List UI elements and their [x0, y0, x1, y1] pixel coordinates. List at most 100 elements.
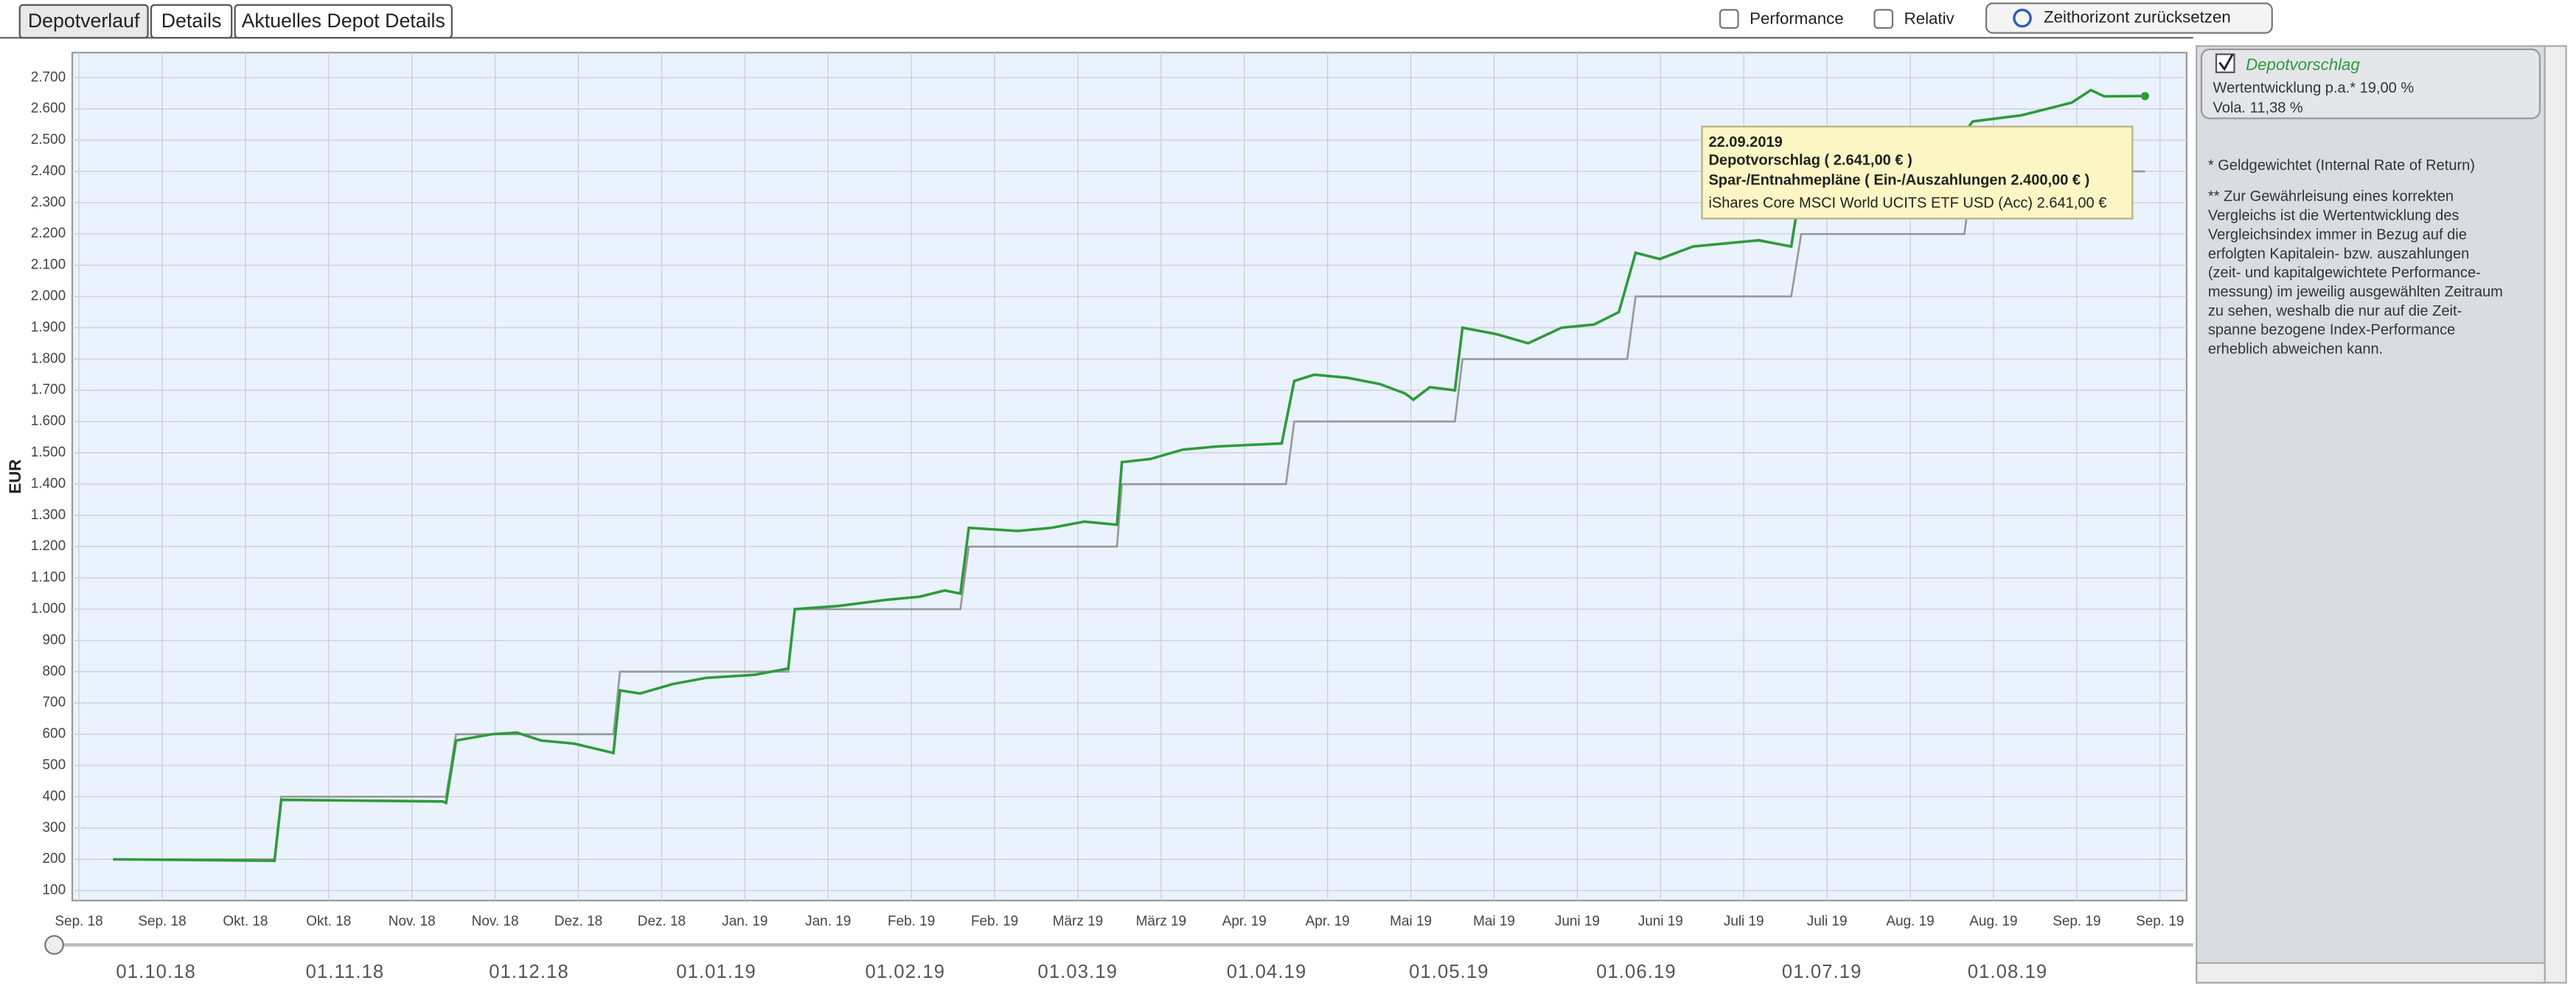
x-tick-label: Juli 19	[1807, 914, 1848, 929]
timeline-label: 01.02.19	[865, 962, 945, 982]
x-tick-label: Apr. 19	[1222, 914, 1267, 929]
note: * Geldgewichtet (Internal Rate of Return…	[2208, 157, 2475, 173]
timeline-label: 01.03.19	[1037, 962, 1118, 982]
y-tick-label: 1.000	[31, 601, 66, 617]
x-tick-label: Sep. 18	[55, 914, 102, 929]
note-line: zu sehen, weshalb die nur auf die Zeit-	[2208, 303, 2462, 319]
scrollbar[interactable]	[2544, 45, 2567, 984]
checkbox[interactable]	[1719, 9, 1739, 29]
checkbox[interactable]	[1873, 9, 1894, 29]
x-tick-label: Mai 19	[1390, 914, 1432, 929]
x-tick-label: Nov. 18	[389, 914, 436, 929]
x-tick-label: Dez. 18	[638, 914, 686, 929]
timeline-label: 01.05.19	[1409, 962, 1489, 982]
note-line: Vergleichsindex immer in Bezug auf die	[2208, 226, 2467, 243]
y-tick-label: 2.000	[31, 288, 66, 304]
x-tick-label: Okt. 18	[223, 914, 268, 929]
marks	[113, 88, 2150, 863]
legend-box	[2200, 48, 2541, 119]
x-tick-label: Juni 19	[1638, 914, 1683, 929]
x-tick-label: Dez. 18	[554, 914, 602, 929]
tooltip-box	[1701, 125, 2134, 220]
x-tick-label: Mai 19	[1473, 914, 1515, 929]
x-tick-label: März 19	[1136, 914, 1186, 929]
checkbox-label[interactable]: Performance	[1750, 10, 1843, 28]
tooltip-line: iShares Core MSCI World UCITS ETF USD (A…	[1708, 195, 2106, 212]
note-line: messung) im jeweilig ausgewählten Zeitra…	[2208, 284, 2503, 300]
tab[interactable]	[150, 4, 233, 39]
legend-label[interactable]: Depotvorschlag	[2246, 55, 2360, 74]
grid: 100 200 300 400 500 600 700 800 900 1.000 1.100 1.2…	[31, 52, 2187, 929]
button-label[interactable]: Zeithorizont zurücksetzen	[2044, 7, 2231, 26]
note-line: (zeit- und kapitalgewichtete Performance…	[2208, 265, 2481, 281]
y-tick-label: 200	[43, 851, 66, 867]
tooltip-line: Spar-/Entnahmepläne ( Ein-/Auszahlungen …	[1708, 172, 2089, 188]
y-tick-label: 700	[43, 695, 66, 710]
y-tick-label: 2.200	[31, 226, 66, 241]
tooltip-date: 22.09.2019	[1708, 134, 1782, 150]
tab[interactable]	[234, 4, 453, 39]
x-tick-label: Aug. 19	[1969, 914, 2017, 929]
checkbox-label[interactable]: Relativ	[1904, 10, 1955, 28]
scrollbar[interactable]	[2196, 962, 2546, 984]
timeline-label: 01.10.18	[116, 962, 196, 982]
x-tick-label: März 19	[1053, 914, 1103, 929]
timeline-label: 01.08.19	[1968, 962, 2048, 982]
tab-label[interactable]: Details	[161, 10, 222, 32]
x-tick-label: Sep. 18	[138, 914, 186, 929]
y-tick-label: 800	[43, 664, 66, 679]
note-line: Vergleichs ist die Wertentwicklung des	[2208, 208, 2460, 224]
timeline-label: 01.06.19	[1596, 962, 1677, 982]
timeline-label: 01.07.19	[1782, 962, 1862, 982]
note-line: erfolgten Kapitalein- bzw. auszahlungen	[2208, 246, 2469, 262]
y-tick-label: 2.100	[31, 257, 66, 273]
y-tick-label: 2.400	[31, 163, 66, 178]
y-tick-label: 100	[43, 883, 66, 898]
y-tick-label: 400	[43, 788, 66, 804]
y-tick-label: 1.200	[31, 538, 66, 554]
timeline-label: 01.04.19	[1227, 962, 1307, 982]
y-tick-label: 2.500	[31, 132, 66, 147]
side-panel	[2196, 45, 2546, 984]
tab-label[interactable]: Depotverlauf	[28, 10, 140, 32]
x-tick-label: Feb. 19	[888, 914, 935, 929]
y-tick-label: 500	[43, 757, 66, 773]
return-text: Wertentwicklung p.a.* 19,00 %	[2213, 80, 2415, 97]
reset-button[interactable]	[1985, 2, 2273, 34]
tooltip: 22.09.2019 Depotvorschlag ( 2.641,00 € )…	[1701, 125, 2134, 220]
y-tick-label: 1.100	[31, 570, 66, 586]
slider-handle[interactable]	[44, 934, 64, 955]
check-mark	[2218, 53, 2234, 72]
y-tick-label: 300	[43, 820, 66, 836]
x-tick-label: Apr. 19	[1306, 914, 1350, 929]
x-tick-label: Sep. 19	[2136, 914, 2184, 929]
y-tick-label: 2.300	[31, 195, 66, 210]
y-tick-label: 1.400	[31, 476, 66, 491]
y-tick-label: 2.600	[31, 101, 66, 117]
x-tick-label: Juni 19	[1555, 914, 1600, 929]
tooltip-line: Depotvorschlag ( 2.641,00 € )	[1708, 153, 1912, 169]
x-tick-label: Jan. 19	[805, 914, 851, 929]
y-tick-label: 1.700	[31, 382, 66, 397]
tab-label[interactable]: Aktuelles Depot Details	[242, 10, 445, 32]
note-line: spanne bezogene Index-Performance	[2208, 322, 2455, 338]
series-line	[113, 88, 2145, 863]
y-tick-label: 1.900	[31, 319, 66, 335]
y-tick-label: 1.600	[31, 414, 66, 429]
zoom-icon	[2013, 8, 2032, 28]
y-axis-label: EUR	[6, 459, 24, 494]
note-line: erheblich abweichen kann.	[2208, 341, 2383, 358]
timeline-label: 01.12.18	[489, 962, 569, 982]
timeline-label: 01.01.19	[676, 962, 756, 982]
x-tick-label: Feb. 19	[971, 914, 1018, 929]
y-tick-label: 1.500	[31, 445, 66, 460]
vola-text: Vola. 11,38 %	[2213, 100, 2303, 116]
x-tick-label: Nov. 18	[472, 914, 519, 929]
x-tick-label: Okt. 18	[306, 914, 351, 929]
x-tick-label: Jan. 19	[722, 914, 767, 929]
tab[interactable]	[18, 4, 149, 39]
end-point	[2140, 91, 2150, 100]
timeline: 01.10.18 01.11.18 01.12.18 01.01.19 01.02.19…	[116, 962, 2047, 982]
note-line: ** Zur Gewährleisung eines korrekten	[2208, 189, 2454, 205]
